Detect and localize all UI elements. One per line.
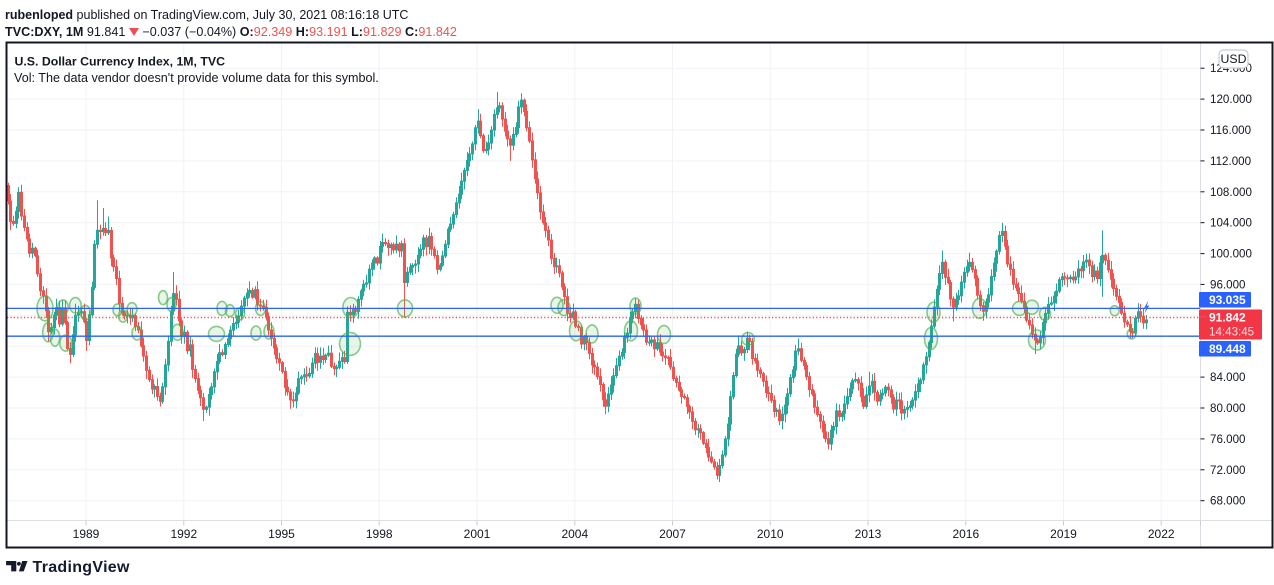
svg-text:108.000: 108.000 (1210, 186, 1252, 199)
svg-text:112.000: 112.000 (1210, 155, 1251, 168)
svg-text:2007: 2007 (659, 527, 686, 541)
svg-text:84.000: 84.000 (1210, 371, 1245, 384)
svg-text:2004: 2004 (561, 527, 588, 541)
svg-text:76.000: 76.000 (1210, 433, 1245, 446)
svg-text:120.000: 120.000 (1210, 93, 1252, 106)
svg-text:U.S. Dollar Currency Index, 1M: U.S. Dollar Currency Index, 1M, TVC (15, 55, 226, 69)
svg-text:68.000: 68.000 (1210, 495, 1245, 508)
svg-text:96.000: 96.000 (1210, 278, 1245, 291)
svg-text:89.448: 89.448 (1209, 342, 1246, 356)
svg-text:1995: 1995 (268, 527, 295, 541)
svg-text:100.000: 100.000 (1210, 248, 1252, 261)
svg-text:1992: 1992 (170, 527, 197, 541)
svg-text:1989: 1989 (73, 527, 100, 541)
svg-text:Vol: The data vendor doesn't p: Vol: The data vendor doesn't provide vol… (14, 71, 379, 85)
svg-text:14:43:45: 14:43:45 (1209, 326, 1254, 339)
svg-text:80.000: 80.000 (1210, 402, 1245, 415)
svg-text:2022: 2022 (1148, 527, 1175, 541)
svg-text:2019: 2019 (1050, 527, 1077, 541)
svg-text:2013: 2013 (855, 527, 882, 541)
svg-text:USD: USD (1221, 52, 1247, 66)
svg-text:104.000: 104.000 (1210, 217, 1252, 230)
svg-text:2010: 2010 (757, 527, 784, 541)
svg-text:2001: 2001 (464, 527, 491, 541)
svg-text:93.035: 93.035 (1209, 293, 1246, 307)
svg-text:1998: 1998 (366, 527, 393, 541)
svg-text:72.000: 72.000 (1210, 464, 1245, 477)
svg-text:91.842: 91.842 (1209, 311, 1246, 325)
svg-text:TradingView: TradingView (33, 559, 131, 576)
svg-text:2016: 2016 (952, 527, 979, 541)
svg-text:116.000: 116.000 (1210, 124, 1251, 137)
